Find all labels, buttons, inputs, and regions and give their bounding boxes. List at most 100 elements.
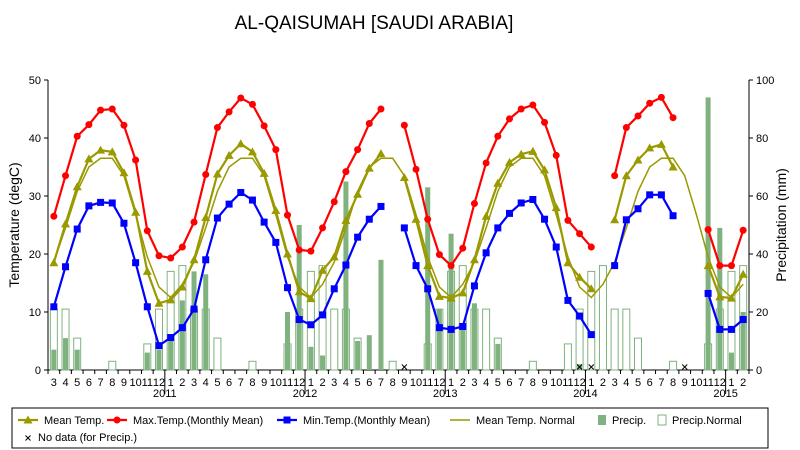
mean-temp-point [259, 168, 269, 177]
max-temp-point [727, 262, 735, 270]
mean-temp-point [656, 139, 666, 148]
precip-bar [63, 338, 69, 370]
max-temp-point [284, 211, 292, 219]
min-temp-point [552, 243, 560, 251]
min-temp-point [505, 209, 513, 217]
max-temp-point [611, 172, 619, 180]
mean-temp-point [516, 149, 526, 158]
min-temp-point [564, 296, 572, 304]
precip-bar [191, 271, 197, 370]
min-temp-point [225, 200, 233, 208]
x-month-label: 7 [98, 377, 104, 389]
min-temp-point [260, 218, 268, 226]
mean-temp-point [107, 147, 117, 156]
legend-label: Precip.Normal [672, 415, 742, 427]
mean-temp-point [528, 146, 538, 155]
min-temp-point [62, 263, 70, 271]
max-temp-point [377, 105, 385, 113]
mean-temp-point [318, 265, 328, 274]
min-temp-point [319, 311, 327, 319]
y-tick-label: 50 [29, 75, 41, 87]
precip-bar [366, 335, 372, 370]
precip-normal-bar [622, 308, 631, 371]
mean-temp-point [703, 261, 713, 270]
y2-tick-label: 40 [756, 249, 768, 261]
min-temp-point [412, 262, 420, 270]
x-month-label: 7 [658, 377, 664, 389]
precip-normal-bar [587, 270, 596, 371]
x-year-label: 2012 [293, 388, 317, 400]
max-temp-point [62, 172, 70, 180]
x-month-label: 8 [670, 377, 676, 389]
min-temp-point [377, 202, 385, 210]
min-temp-point [167, 334, 175, 342]
precip-bar [355, 341, 361, 370]
mean-temp-point [551, 203, 561, 212]
legend-item: No data (for Precip.) [25, 432, 137, 444]
precip-normal-bar [528, 360, 537, 371]
precip-bar [168, 341, 174, 370]
x-year-label: 2013 [433, 388, 457, 400]
precip-bar [471, 303, 477, 370]
legend-box [11, 407, 769, 449]
x-month-label: 11 [142, 377, 153, 389]
mean-temp-point [61, 219, 71, 228]
precip-bar [425, 187, 431, 370]
x-month-label: 8 [109, 377, 115, 389]
mean-temp-point [458, 288, 468, 297]
min-temp-point [155, 342, 163, 350]
mean-temp-point [271, 206, 281, 214]
max-temp-point [704, 226, 712, 234]
min-temp-point [541, 215, 549, 223]
max-temp-point [319, 224, 327, 232]
y2-tick-label: 0 [756, 365, 762, 377]
mean-temp-point [224, 150, 234, 159]
mean-temp-point [49, 258, 59, 267]
y-tick-label: 40 [29, 133, 41, 145]
legend-swatch [598, 415, 606, 425]
max-temp-point [716, 262, 724, 270]
min-temp-point [657, 191, 665, 199]
precip-normal-bar [482, 308, 491, 371]
precip-normal-bar [598, 265, 607, 371]
mean-temp-point [493, 178, 503, 187]
x-month-label: 2 [460, 377, 466, 389]
x-month-label: 9 [401, 377, 407, 389]
legend-swatch [657, 414, 667, 426]
x-month-label: 12 [433, 377, 445, 389]
precip-bar [74, 349, 80, 370]
precip-normal-bar [669, 360, 678, 371]
min-temp-point [213, 214, 221, 222]
min-temp-point [248, 196, 256, 204]
y-tick-label: 10 [29, 307, 41, 319]
max-temp-point [646, 99, 654, 107]
min-temp-point [727, 325, 735, 333]
min-temp-point [716, 325, 724, 333]
max-temp-point [459, 244, 467, 252]
x-month-label: 11 [562, 377, 573, 389]
legend-item: Min.Temp.(Monthly Mean) [277, 415, 430, 427]
precip-normal-bar [213, 337, 222, 371]
min-temp-point [470, 282, 478, 290]
x-month-label: 7 [518, 377, 524, 389]
precip-bar [51, 349, 57, 370]
x-month-label: 3 [51, 377, 57, 389]
precip-bar [343, 181, 349, 370]
mean-temp-point [341, 215, 351, 224]
y2-tick-label: 60 [756, 191, 768, 203]
precip-bar [448, 233, 454, 370]
mean-temp-point [715, 292, 725, 301]
x-month-label: 1 [168, 377, 174, 389]
min-temp-point [447, 325, 455, 333]
x-month-label: 10 [130, 377, 142, 389]
x-month-label: 9 [541, 377, 547, 389]
precip-bar [320, 355, 326, 370]
mean-temp-point [469, 255, 479, 264]
legend: Mean Temp. Max.Temp.(Monthly Mean) Min.Tem… [11, 407, 769, 449]
y2-tick-label: 100 [756, 75, 774, 87]
mean-temp-point [364, 163, 374, 172]
mean-temp-point [540, 165, 550, 174]
mean-temp-point [72, 182, 82, 191]
x-month-label: 3 [191, 377, 197, 389]
